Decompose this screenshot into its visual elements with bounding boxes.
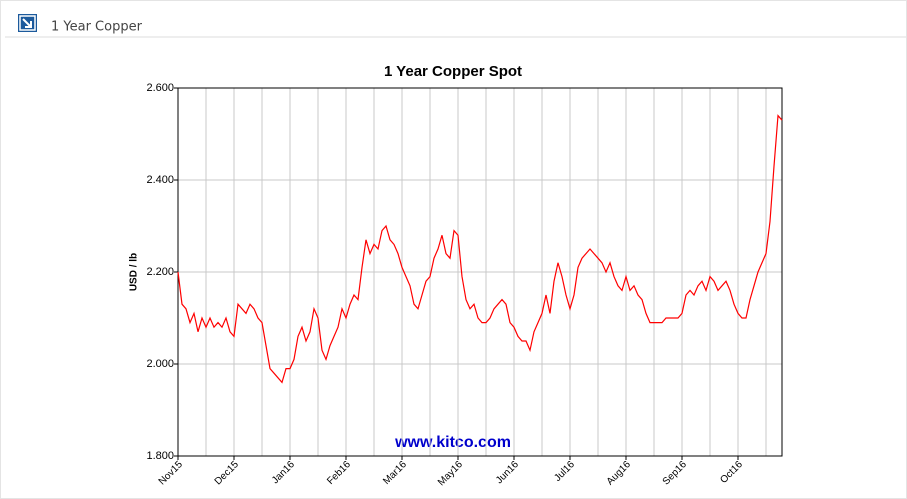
x-tick-label: Jul16: [552, 459, 577, 484]
x-tick-label: Oct16: [718, 459, 745, 486]
x-tick-label: Feb16: [325, 459, 353, 487]
icon-frame: [19, 15, 36, 31]
watermark: www.kitco.com: [394, 434, 511, 451]
y-tick-label: 1.800: [146, 450, 174, 462]
x-tick-label: Jan16: [270, 459, 297, 486]
x-tick-label: Dec15: [213, 459, 242, 488]
y-tick-label: 2.600: [146, 82, 174, 94]
price-line: [177, 114, 783, 384]
x-tick-label: Nov15: [157, 459, 186, 488]
x-tick-label: Mar16: [381, 459, 409, 487]
panel-title: 1 Year Copper: [51, 20, 143, 35]
x-tick-label: Sep16: [661, 459, 690, 488]
x-tick-label: May16: [436, 459, 465, 488]
x-tick-label: Jun16: [494, 459, 521, 486]
y-axis-label: USD / lb: [129, 253, 140, 291]
y-tick-label: 2.200: [146, 266, 174, 278]
y-tick-label: 2.000: [146, 358, 174, 370]
icon-arrow: [22, 18, 32, 28]
x-tick-label: Aug16: [605, 459, 634, 488]
chart-title: 1 Year Copper Spot: [384, 63, 522, 80]
y-tick-label: 2.400: [146, 174, 174, 186]
